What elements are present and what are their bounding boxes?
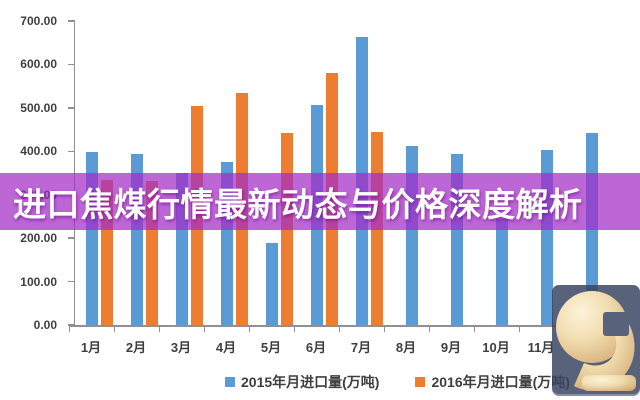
y-tick: [68, 20, 74, 22]
y-tick-label: 0.00: [33, 318, 57, 332]
x-axis-line: [68, 325, 610, 327]
y-tick-label: 200.00: [20, 231, 57, 246]
y-tick-label: 400.00: [20, 144, 57, 159]
x-tick: [158, 326, 160, 332]
bar-2015-5月: [265, 242, 278, 325]
chart-legend: 2015年月进口量(万吨) 2016年月进口量(万吨): [225, 372, 570, 392]
x-tick: [248, 326, 250, 332]
x-tick-label: 2月: [125, 340, 147, 355]
x-tick: [338, 326, 340, 332]
x-tick: [293, 326, 295, 332]
legend-swatch-2015: [225, 377, 235, 387]
x-tick-label: 4月: [215, 340, 237, 355]
y-tick-label: 100.00: [20, 274, 57, 289]
x-tick-label: 9月: [440, 340, 462, 355]
legend-label-2015: 2015年月进口量(万吨): [241, 374, 380, 390]
page-title: 进口焦煤行情最新动态与价格深度解析: [13, 185, 583, 223]
x-tick-label: 11月: [527, 340, 555, 355]
title-banner: 进口焦煤行情最新动态与价格深度解析: [0, 173, 640, 230]
y-tick-label: 500.00: [20, 100, 57, 115]
bar-2015-10月: [495, 218, 508, 325]
x-tick: [68, 326, 70, 332]
legend-item-2016: 2016年月进口量(万吨): [415, 372, 570, 392]
x-tick: [113, 326, 115, 332]
legend-item-2015: 2015年月进口量(万吨): [225, 372, 379, 392]
x-tick-label: 10月: [482, 340, 510, 355]
x-tick-label: 1月: [80, 340, 102, 355]
y-tick: [68, 63, 74, 66]
x-tick: [428, 326, 430, 332]
x-tick: [518, 326, 520, 332]
y-tick-label: 600.00: [20, 57, 57, 72]
x-tick: [203, 326, 205, 332]
legend-label-2016: 2016年月进口量(万吨): [431, 374, 570, 390]
y-tick: [68, 150, 74, 153]
x-tick: [383, 326, 385, 332]
x-tick-label: 6月: [305, 340, 327, 355]
x-tick-label: 8月: [395, 340, 417, 355]
y-tick: [68, 324, 74, 326]
y-tick: [68, 237, 74, 239]
y-tick-label: 700.00: [20, 14, 57, 28]
y-tick: [68, 107, 74, 109]
x-tick-label: 3月: [170, 340, 192, 355]
watermark-badge: [552, 285, 640, 396]
x-tick-label: 7月: [350, 340, 372, 355]
legend-swatch-2016: [415, 377, 426, 387]
p-ribbon-logo-icon: [556, 291, 636, 391]
x-tick-label: 5月: [260, 340, 282, 355]
x-tick: [473, 326, 475, 332]
y-tick: [68, 280, 74, 283]
